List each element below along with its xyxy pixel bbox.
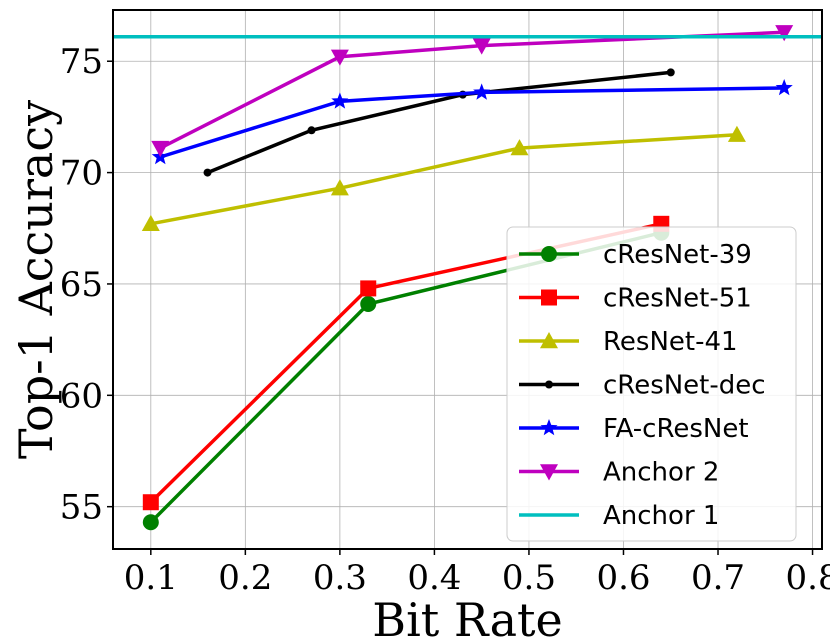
data-point-cresnet-dec — [666, 68, 675, 77]
y-tick-label: 70 — [60, 154, 103, 194]
data-point-cresnet-51 — [360, 280, 377, 297]
legend-label-fa-cresnet: FA-cResNet — [603, 414, 749, 444]
legend-marker-cresnet-51 — [541, 289, 557, 306]
legend-marker-resnet-41 — [540, 332, 558, 349]
legend-label-anchor-2: Anchor 2 — [603, 458, 719, 488]
legend-item-anchor-1: Anchor 1 — [519, 501, 719, 531]
y-tick-label: 65 — [60, 265, 103, 305]
series-line-fa-cresnet — [159, 86, 785, 159]
legend-label-cresnet-39: cResNet-39 — [603, 240, 752, 270]
data-point-cresnet-39 — [142, 514, 159, 531]
x-tick-label: 0.4 — [407, 558, 461, 598]
x-tick-label: 0.3 — [313, 558, 367, 598]
x-tick-label: 0.1 — [124, 558, 178, 598]
legend-marker-cresnet-dec — [545, 380, 553, 389]
x-axis-label: Bit Rate — [372, 593, 562, 642]
legend-marker-anchor-2 — [540, 464, 558, 481]
y-tick-label: 75 — [60, 42, 103, 82]
series-fa-cresnet — [151, 78, 793, 165]
data-point-fa-cresnet — [331, 92, 349, 109]
legend-item-cresnet-39: cResNet-39 — [519, 240, 752, 270]
data-point-cresnet-39 — [360, 296, 377, 312]
plot-area-frame — [112, 9, 823, 550]
data-point-resnet-41 — [727, 125, 746, 142]
legend-label-resnet-41: ResNet-41 — [603, 327, 738, 357]
x-tick-label: 0.6 — [596, 558, 650, 598]
legend-label-anchor-1: Anchor 1 — [603, 501, 719, 531]
series-line-resnet-41 — [150, 132, 738, 226]
axis-ticks: 0.1 0.2 0.3 0.4 0.5 0.6 0.7 0.8 55 60 65 70 75 — [60, 42, 830, 598]
y-tick-label: 60 — [60, 376, 103, 416]
x-tick-label: 0.2 — [218, 558, 272, 598]
data-point-cresnet-dec — [203, 168, 212, 177]
data-point-fa-cresnet — [775, 78, 793, 96]
legend-box — [506, 226, 797, 542]
legend-marker-fa-cresnet — [540, 419, 558, 436]
series-resnet-41 — [141, 125, 746, 232]
legend-label-cresnet-dec: cResNet-dec — [603, 371, 766, 401]
legend-marker-cresnet-39 — [541, 246, 557, 262]
legend-label-cresnet-51: cResNet-51 — [603, 284, 752, 314]
data-point-anchor-2 — [151, 140, 170, 158]
legend-item-cresnet-51: cResNet-51 — [519, 284, 752, 314]
x-tick-label: 0.5 — [502, 558, 556, 598]
y-axis-label: Top-1 Accuracy — [9, 100, 63, 459]
legend-item-fa-cresnet: FA-cResNet — [519, 414, 749, 444]
data-point-cresnet-dec — [307, 126, 316, 135]
data-point-resnet-41 — [141, 214, 160, 232]
data-point-resnet-41 — [330, 179, 349, 196]
data-point-anchor-2 — [330, 49, 349, 66]
series-line-anchor-2 — [159, 30, 785, 150]
x-tick-label: 0.7 — [691, 558, 745, 598]
legend-item-anchor-2: Anchor 2 — [519, 458, 719, 488]
y-tick-label: 55 — [60, 488, 103, 528]
data-point-anchor-2 — [472, 38, 491, 55]
series-line-cresnet-dec — [206, 70, 671, 175]
data-point-fa-cresnet — [473, 83, 491, 100]
legend: cResNet-39 cResNet-51 ResNet-41 cResNet-dec… — [506, 226, 797, 542]
data-point-cresnet-51 — [142, 494, 159, 511]
x-tick-label: 0.8 — [786, 558, 830, 598]
legend-item-resnet-41: ResNet-41 — [519, 327, 738, 357]
series-anchor-2 — [151, 25, 794, 158]
data-point-resnet-41 — [510, 139, 529, 156]
legend-item-cresnet-dec: cResNet-dec — [519, 371, 766, 401]
data-point-anchor-2 — [775, 25, 794, 42]
